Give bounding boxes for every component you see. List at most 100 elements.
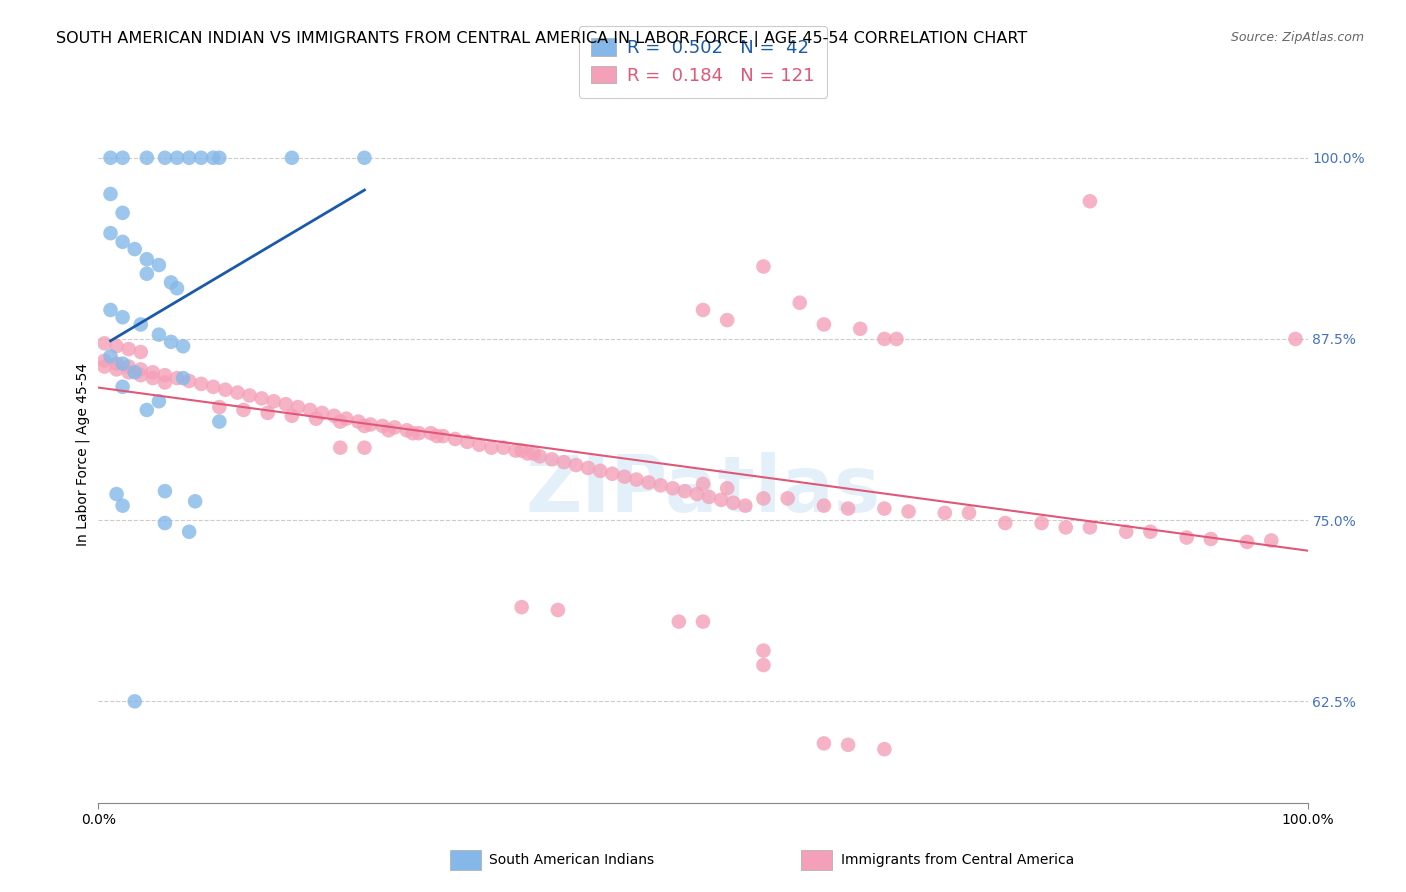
Point	[111, 357, 134, 371]
Point	[124, 365, 146, 379]
Point	[166, 371, 188, 385]
Point	[179, 151, 201, 165]
Point	[384, 420, 406, 434]
Point	[402, 426, 425, 441]
Point	[129, 318, 152, 332]
Point	[111, 499, 134, 513]
Point	[184, 494, 207, 508]
Point	[153, 151, 176, 165]
Point	[1078, 520, 1101, 534]
Point	[105, 339, 128, 353]
Point	[752, 658, 775, 673]
Legend: R =  0.502   N =  42, R =  0.184   N = 121: R = 0.502 N = 42, R = 0.184 N = 121	[578, 26, 828, 97]
Point	[153, 516, 176, 530]
Point	[305, 411, 328, 425]
Point	[153, 376, 176, 390]
Point	[540, 452, 562, 467]
Point	[118, 365, 141, 379]
Point	[111, 151, 134, 165]
Point	[347, 415, 370, 429]
Point	[710, 492, 733, 507]
Point	[516, 446, 538, 460]
Point	[135, 252, 157, 267]
Point	[576, 461, 599, 475]
Point	[142, 371, 165, 385]
Point	[377, 423, 399, 437]
Point	[129, 368, 152, 383]
Point	[274, 397, 297, 411]
Point	[957, 506, 980, 520]
Text: South American Indians: South American Indians	[489, 853, 654, 867]
Point	[179, 524, 201, 539]
Point	[837, 501, 859, 516]
Point	[716, 313, 738, 327]
Point	[256, 406, 278, 420]
Point	[100, 226, 122, 240]
Text: Immigrants from Central America: Immigrants from Central America	[841, 853, 1074, 867]
Point	[335, 411, 357, 425]
Point	[553, 455, 575, 469]
Point	[692, 476, 714, 491]
Point	[111, 380, 134, 394]
Point	[263, 394, 285, 409]
Text: Source: ZipAtlas.com: Source: ZipAtlas.com	[1230, 31, 1364, 45]
Point	[166, 281, 188, 295]
Point	[214, 383, 236, 397]
Point	[287, 400, 309, 414]
Point	[105, 357, 128, 371]
Point	[994, 516, 1017, 530]
Point	[886, 332, 908, 346]
Point	[408, 426, 430, 441]
Point	[226, 385, 249, 400]
Point	[148, 327, 170, 342]
Point	[118, 342, 141, 356]
Point	[353, 441, 375, 455]
Point	[360, 417, 382, 432]
Point	[686, 487, 709, 501]
Point	[124, 694, 146, 708]
Point	[232, 403, 254, 417]
Point	[129, 362, 152, 376]
Point	[93, 336, 115, 351]
Point	[281, 151, 304, 165]
Point	[239, 388, 262, 402]
Point	[873, 501, 896, 516]
Point	[589, 464, 612, 478]
Point	[323, 409, 346, 423]
Text: SOUTH AMERICAN INDIAN VS IMMIGRANTS FROM CENTRAL AMERICA IN LABOR FORCE | AGE 45: SOUTH AMERICAN INDIAN VS IMMIGRANTS FROM…	[56, 31, 1028, 47]
Point	[510, 443, 533, 458]
Point	[934, 506, 956, 520]
Point	[105, 362, 128, 376]
Point	[565, 458, 588, 472]
Point	[311, 406, 333, 420]
Point	[673, 484, 696, 499]
Point	[190, 151, 212, 165]
Point	[153, 368, 176, 383]
Point	[208, 415, 231, 429]
Point	[723, 496, 745, 510]
Point	[118, 359, 141, 374]
Point	[111, 310, 134, 325]
Point	[148, 258, 170, 272]
Point	[93, 353, 115, 368]
Point	[111, 235, 134, 249]
Point	[650, 478, 672, 492]
Point	[661, 481, 683, 495]
Point	[1236, 535, 1258, 549]
Point	[371, 419, 394, 434]
Text: ZIPatlas: ZIPatlas	[526, 451, 880, 528]
Point	[1078, 194, 1101, 209]
Point	[100, 349, 122, 363]
Point	[208, 400, 231, 414]
Point	[160, 276, 183, 290]
Point	[111, 206, 134, 220]
Point	[849, 322, 872, 336]
Point	[692, 615, 714, 629]
Point	[523, 446, 546, 460]
Point	[468, 438, 491, 452]
Point	[395, 423, 418, 437]
Point	[692, 302, 714, 317]
Point	[100, 302, 122, 317]
Point	[456, 434, 478, 449]
Point	[481, 441, 503, 455]
